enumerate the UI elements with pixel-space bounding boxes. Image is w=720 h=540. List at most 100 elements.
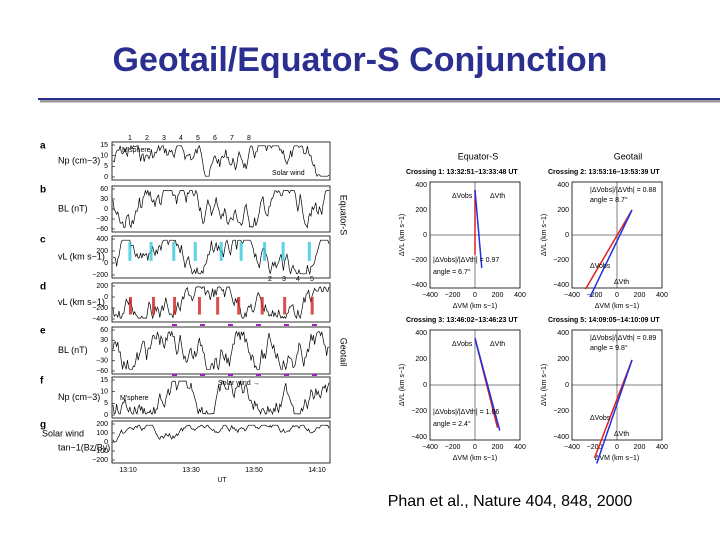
obs-label: ΔVobs — [452, 193, 473, 200]
highlight — [149, 242, 153, 261]
x-axis-label: ΔVM (km s−1) — [595, 455, 640, 462]
x-tick-label: 200 — [492, 444, 504, 451]
trace — [112, 379, 330, 416]
x-tick-label: 400 — [656, 292, 668, 299]
crossing-number: 8 — [247, 135, 251, 142]
y-tick-label: 200 — [96, 421, 108, 428]
y-tick-label: −30 — [96, 216, 108, 223]
highlight — [151, 297, 155, 315]
crossing-number: 6 — [213, 135, 217, 142]
y-tick-label: −400 — [411, 434, 427, 441]
marker — [172, 374, 177, 376]
angle: angle = 9.8° — [590, 344, 628, 352]
x-tick-label: −200 — [587, 444, 603, 451]
column-header: Equator-S — [458, 151, 499, 161]
x-tick-label: −200 — [445, 444, 461, 451]
crossing-number: 2 — [145, 135, 149, 142]
y-tick-label: 0 — [104, 206, 108, 213]
y-tick-label: 200 — [557, 356, 569, 363]
y-tick-label: 200 — [96, 248, 108, 255]
marker — [172, 324, 177, 326]
y-tick-label: 0 — [104, 174, 108, 181]
trace — [112, 286, 330, 320]
y-axis-label: ΔVL (km s−1) — [541, 364, 548, 406]
x-tick-label: 200 — [634, 292, 646, 299]
y-tick-label: −200 — [411, 257, 427, 264]
panel-letter: b — [40, 185, 46, 196]
y-tick-label: 60 — [100, 186, 108, 193]
y-tick-label: 200 — [415, 356, 427, 363]
highlight — [307, 242, 311, 261]
marker — [312, 374, 317, 376]
angle: angle = 2.4° — [433, 420, 471, 428]
y-tick-label: 400 — [557, 182, 569, 189]
crossing-title: Crossing 1: 13:32:51–13:33:48 UT — [406, 169, 518, 176]
crossing-number: 4 — [179, 135, 183, 142]
highlight — [237, 297, 241, 315]
y-tick-label: 5 — [104, 400, 108, 407]
highlight — [310, 297, 314, 315]
y-tick-label: 200 — [557, 207, 569, 214]
crossing-number: 3 — [282, 276, 286, 283]
marker — [284, 324, 289, 326]
vector-th — [589, 209, 633, 298]
highlight — [216, 297, 220, 315]
marker — [284, 374, 289, 376]
panel-label: BL (nT) — [58, 345, 88, 355]
panel-label: BL (nT) — [58, 203, 88, 213]
y-axis-label: ΔVL (km s−1) — [399, 364, 406, 406]
y-tick-label: 60 — [100, 327, 108, 334]
y-tick-label: −200 — [92, 272, 108, 279]
panel-label: Np (cm−3) — [58, 155, 100, 165]
y-tick-label: 0 — [423, 232, 427, 239]
x-tick-label: −200 — [445, 292, 461, 299]
x-tick-label: −400 — [564, 292, 580, 299]
vector-th — [474, 338, 501, 431]
panel-letter: f — [40, 376, 44, 387]
highlight — [219, 242, 223, 261]
marker — [200, 374, 205, 376]
x-tick-label: −200 — [587, 292, 603, 299]
y-tick-label: −60 — [96, 368, 108, 375]
obs-label: ΔVobs — [590, 263, 611, 270]
panel-label: Np (cm−3) — [58, 392, 100, 402]
y-tick-label: −200 — [411, 408, 427, 415]
annotation: M'sphere — [120, 395, 149, 402]
x-axis-label: UT — [217, 477, 227, 484]
crossing-number: 3 — [162, 135, 166, 142]
crossing-number: 4 — [296, 276, 300, 283]
marker — [256, 374, 261, 376]
panel-letter: d — [40, 282, 46, 293]
x-tick-label: 13:30 — [182, 467, 200, 474]
y-tick-label: 400 — [415, 330, 427, 337]
panel-letter: e — [40, 326, 46, 337]
citation: Phan et al., Nature 404, 848, 2000 — [388, 493, 633, 510]
y-tick-label: 200 — [415, 207, 427, 214]
marker — [200, 324, 205, 326]
annotation: Solar wind — [272, 170, 305, 177]
crossing-number: 5 — [310, 276, 314, 283]
x-tick-label: −400 — [422, 444, 438, 451]
x-tick-label: 400 — [514, 292, 526, 299]
marker — [228, 374, 233, 376]
y-tick-label: 200 — [96, 283, 108, 290]
x-tick-label: 0 — [473, 444, 477, 451]
crossing-title: Crossing 5: 14:09:05–14:10:09 UT — [548, 317, 660, 324]
x-axis-label: ΔVM (km s−1) — [595, 303, 640, 310]
y-axis-label: ΔVL (km s−1) — [399, 214, 406, 256]
highlight — [128, 297, 132, 315]
x-tick-label: 200 — [492, 292, 504, 299]
trace — [112, 144, 330, 177]
highlight — [172, 242, 176, 261]
x-tick-label: 14:10 — [308, 467, 326, 474]
y-tick-label: 30 — [100, 337, 108, 344]
y-tick-label: 400 — [96, 236, 108, 243]
y-tick-label: 0 — [565, 232, 569, 239]
crossing-number: 7 — [230, 135, 234, 142]
highlight — [260, 297, 264, 315]
marker — [312, 324, 317, 326]
y-tick-label: 30 — [100, 196, 108, 203]
crossing-title: Crossing 2: 13:53:16–13:53:39 UT — [548, 169, 660, 176]
y-tick-label: 400 — [557, 330, 569, 337]
